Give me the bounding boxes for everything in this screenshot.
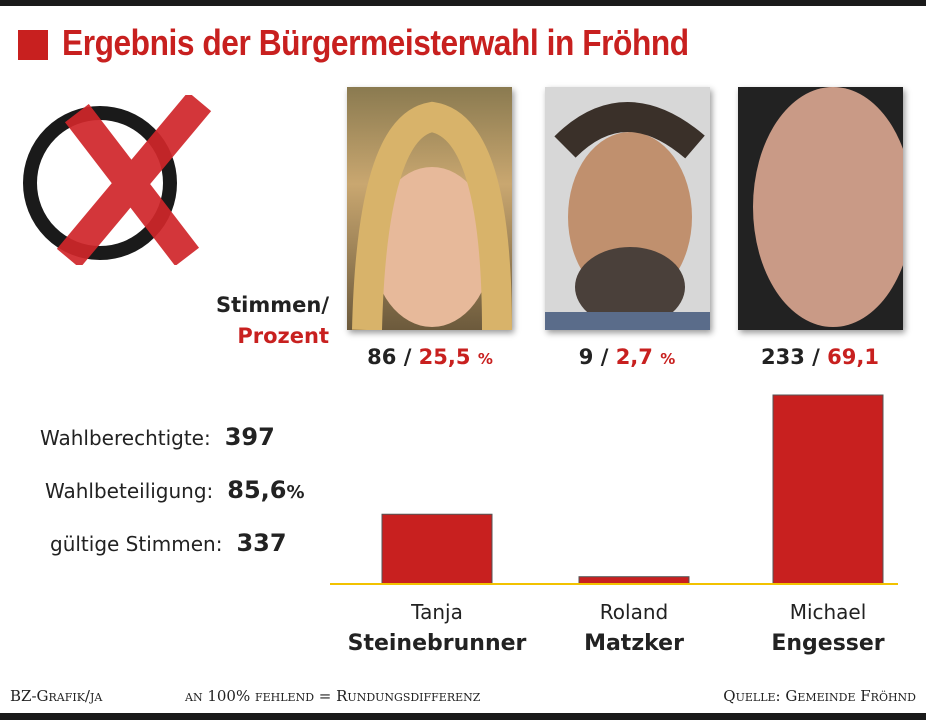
separator: / bbox=[812, 345, 820, 369]
result-label: 233 / 69,1 bbox=[720, 345, 920, 369]
bar-1 bbox=[578, 576, 690, 585]
page-title: Ergebnis der Bürgermeisterwahl in Fröhnd bbox=[62, 22, 689, 63]
percent: 25,5 bbox=[418, 345, 471, 369]
footer-note: an 100% fehlend = Rundungsdifferenz bbox=[185, 687, 481, 705]
candidate-name: Tanja Steinebrunner bbox=[337, 597, 537, 659]
stat-label: Wahlberechtigte: bbox=[40, 426, 211, 450]
votes: 9 bbox=[578, 345, 594, 369]
stat-label: Wahlbeteiligung: bbox=[45, 479, 214, 503]
first-name: Michael bbox=[789, 600, 867, 624]
stat-value: 337 bbox=[236, 529, 287, 557]
candidate-photo-matzker bbox=[545, 87, 710, 330]
bar-0 bbox=[381, 513, 493, 585]
stat-valid-votes: gültige Stimmen: 337 bbox=[50, 529, 287, 557]
candidate-name: Roland Matzker bbox=[534, 597, 734, 659]
first-name: Tanja bbox=[411, 600, 463, 624]
candidate-name: Michael Engesser bbox=[728, 597, 926, 659]
percent: 2,7 bbox=[615, 345, 653, 369]
result-label: 9 / 2,7 % bbox=[527, 345, 727, 369]
candidate-photo-engesser bbox=[738, 87, 903, 330]
footer-credit: BZ-Grafik/ja bbox=[10, 687, 103, 705]
title-marker bbox=[18, 30, 48, 60]
last-name: Engesser bbox=[771, 631, 885, 656]
ballot-cross-icon bbox=[23, 95, 212, 265]
last-name: Matzker bbox=[584, 631, 684, 656]
percent-unit: % bbox=[477, 350, 493, 368]
stat-value: 397 bbox=[224, 423, 275, 451]
votes: 233 bbox=[761, 345, 805, 369]
votes: 86 bbox=[367, 345, 397, 369]
legend: Stimmen/ Prozent bbox=[216, 290, 329, 352]
footer-source: Quelle: Gemeinde Fröhnd bbox=[723, 687, 916, 705]
percent-unit: % bbox=[660, 350, 676, 368]
bottom-bar bbox=[0, 713, 926, 720]
legend-votes: Stimmen/ bbox=[216, 293, 329, 317]
bar-2 bbox=[772, 394, 884, 585]
first-name: Roland bbox=[599, 600, 669, 624]
stat-turnout: Wahlbeteiligung: 85,6% bbox=[45, 476, 305, 504]
percent: 69,1 bbox=[827, 345, 879, 369]
stat-eligible: Wahlberechtigte: 397 bbox=[40, 423, 275, 451]
separator: / bbox=[403, 345, 412, 369]
stat-value: 85,6 bbox=[227, 476, 287, 504]
candidate-photo-steinebrunner bbox=[347, 87, 512, 330]
legend-percent: Prozent bbox=[237, 324, 329, 348]
stat-label: gültige Stimmen: bbox=[50, 532, 223, 556]
stat-unit: % bbox=[286, 482, 305, 503]
separator: / bbox=[600, 345, 609, 369]
result-label: 86 / 25,5 % bbox=[330, 345, 530, 369]
top-bar bbox=[0, 0, 926, 6]
last-name: Steinebrunner bbox=[347, 631, 527, 656]
